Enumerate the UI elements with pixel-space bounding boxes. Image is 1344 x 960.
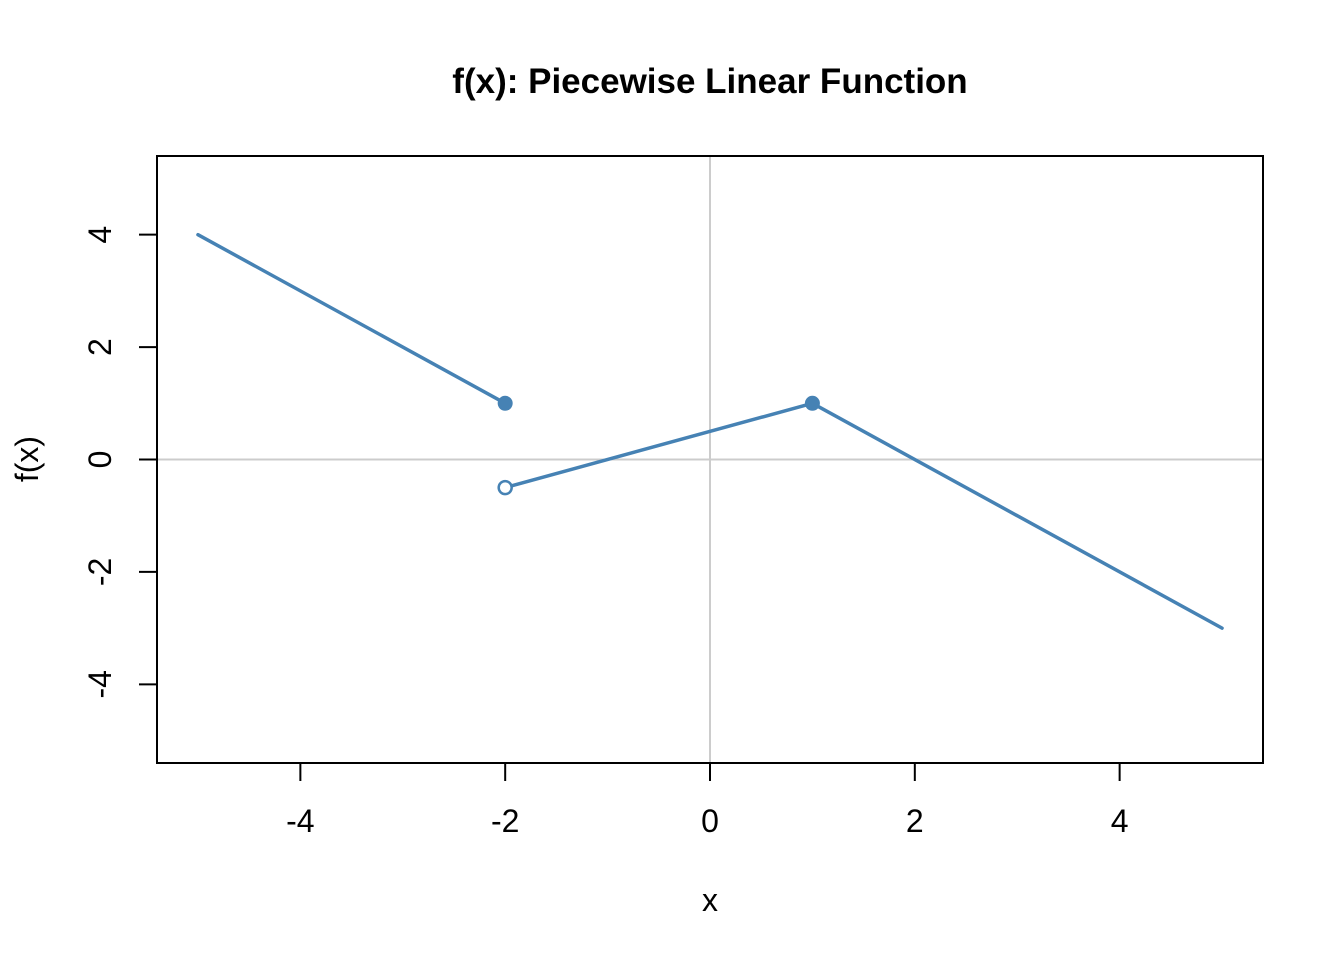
y-axis-title: f(x): [9, 436, 45, 482]
data-point-closed: [497, 395, 513, 411]
x-tick-label: 2: [906, 803, 924, 839]
data-point-open: [497, 479, 513, 496]
function-segments: [196, 232, 1224, 630]
x-axis-title: x: [702, 882, 718, 918]
x-tick-label: -4: [286, 803, 314, 839]
x-tick-label: 0: [701, 803, 719, 839]
plot-border: [156, 155, 1264, 764]
function-segment: [196, 232, 507, 406]
axis-ticks: -4 -2 0 2 4 -4 -2 0 2 4: [82, 226, 1129, 839]
x-tick-label: 4: [1111, 803, 1129, 839]
y-tick-label: 4: [82, 226, 118, 244]
data-point-closed: [804, 395, 820, 411]
y-tick-label: -2: [82, 558, 118, 586]
data-points: [497, 395, 820, 496]
x-tick-label: -2: [491, 803, 519, 839]
reference-lines: [157, 156, 1263, 763]
function-segment: [810, 401, 1224, 630]
function-segment: [503, 401, 815, 490]
y-tick-label: 0: [82, 451, 118, 469]
y-tick-label: 2: [82, 338, 118, 356]
chart-title: f(x): Piecewise Linear Function: [452, 62, 967, 101]
y-tick-label: -4: [82, 670, 118, 698]
